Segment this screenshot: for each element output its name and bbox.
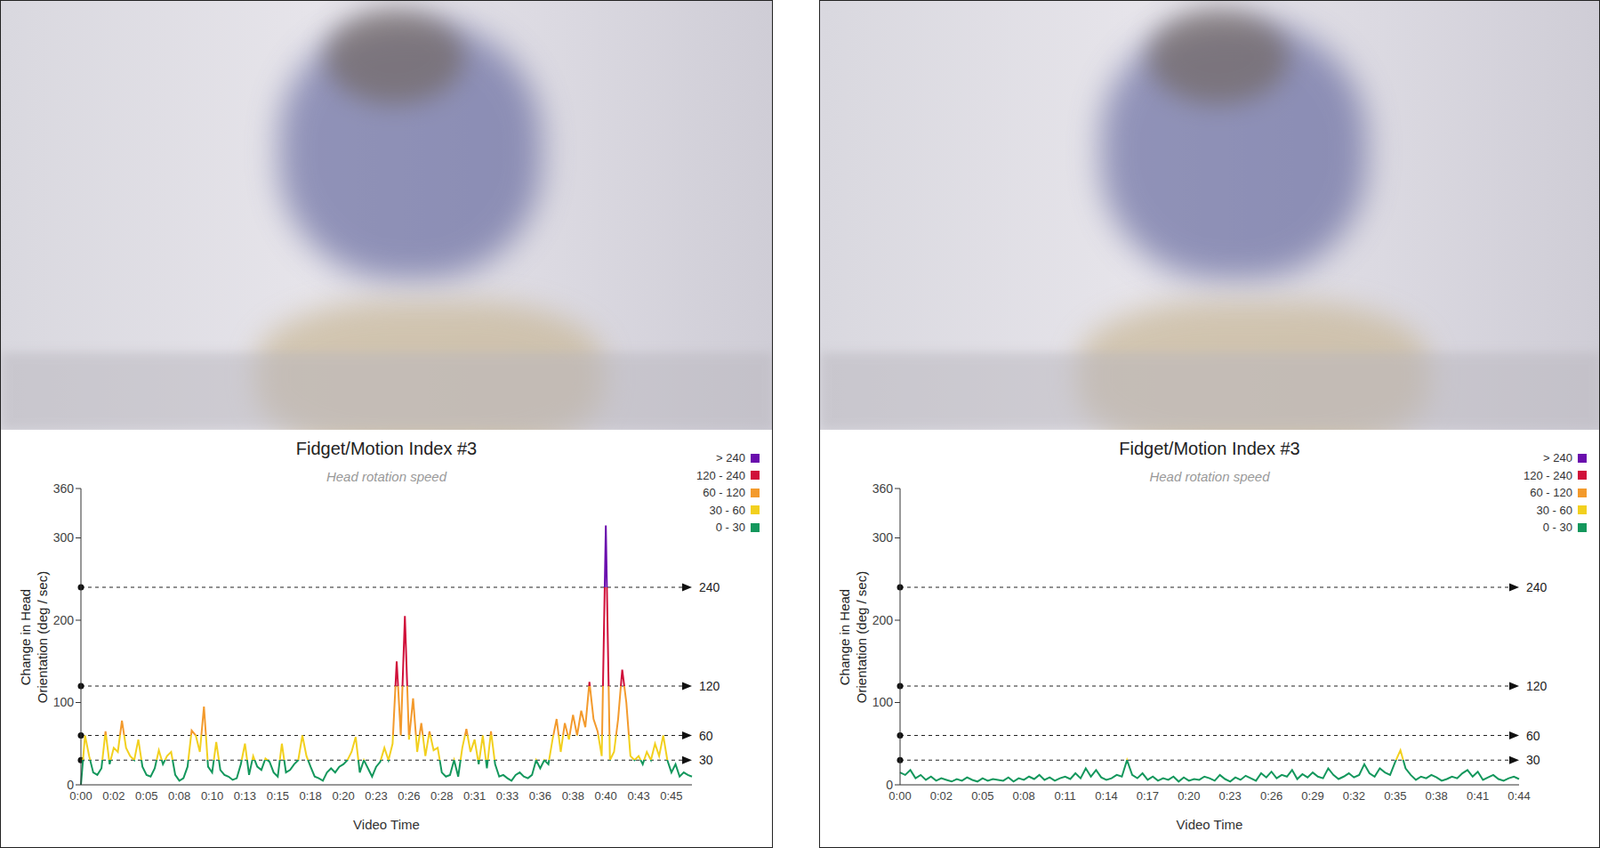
- svg-text:200: 200: [872, 612, 894, 628]
- svg-text:0:35: 0:35: [1383, 788, 1407, 803]
- html-text:> 240: > 240: [1543, 451, 1573, 465]
- svg-text:0:20: 0:20: [1177, 788, 1200, 803]
- svg-text:0:02: 0:02: [102, 788, 125, 803]
- html-text:Head rotation speed: Head rotation speed: [1149, 468, 1270, 484]
- html-text:Head rotation speed: Head rotation speed: [326, 468, 447, 484]
- svg-text:0: 0: [885, 777, 893, 792]
- svg-text:0:45: 0:45: [659, 788, 683, 803]
- svg-text:0:38: 0:38: [562, 788, 585, 803]
- svg-text:0:08: 0:08: [168, 788, 191, 803]
- svg-text:0:23: 0:23: [1219, 788, 1242, 803]
- svg-text:0:17: 0:17: [1136, 788, 1159, 803]
- svg-text:0:28: 0:28: [430, 788, 453, 803]
- svg-text:0:36: 0:36: [529, 788, 552, 803]
- svg-text:0:08: 0:08: [1013, 788, 1036, 803]
- svg-text:100: 100: [872, 694, 894, 709]
- svg-text:0:05: 0:05: [135, 788, 158, 803]
- svg-text:0:41: 0:41: [1466, 788, 1489, 803]
- svg-text:0:14: 0:14: [1094, 788, 1118, 803]
- svg-text:360: 360: [872, 481, 894, 496]
- svg-text:0:31: 0:31: [463, 788, 486, 803]
- svg-text:0:26: 0:26: [397, 788, 420, 803]
- svg-text:0:44: 0:44: [1507, 788, 1530, 803]
- svg-text:200: 200: [53, 612, 75, 628]
- svg-text:0:33: 0:33: [496, 788, 519, 803]
- svg-text:120: 120: [699, 678, 721, 693]
- svg-text:360: 360: [53, 481, 75, 496]
- svg-text:0:02: 0:02: [930, 788, 953, 803]
- html-text:Change in Head: Change in Head: [17, 588, 33, 685]
- svg-text:100: 100: [53, 694, 75, 709]
- svg-text:0:18: 0:18: [299, 788, 322, 803]
- svg-text:0:23: 0:23: [364, 788, 387, 803]
- svg-text:0:11: 0:11: [1053, 788, 1076, 803]
- html-text:Orientation (deg / sec): Orientation (deg / sec): [853, 570, 869, 703]
- html-text:Fidget/Motion Index #3: Fidget/Motion Index #3: [295, 438, 477, 459]
- html-text:60 - 120: 60 - 120: [1530, 485, 1573, 500]
- svg-text:0:00: 0:00: [888, 789, 912, 803]
- svg-text:60: 60: [699, 728, 714, 743]
- html-text:120 - 240: 120 - 240: [696, 468, 746, 482]
- html-text:0 - 30: 0 - 30: [1542, 520, 1573, 534]
- html-text:Change in Head: Change in Head: [836, 588, 853, 685]
- html-text:Orientation (deg / sec): Orientation (deg / sec): [34, 570, 50, 703]
- svg-text:Video Time: Video Time: [1176, 816, 1244, 832]
- svg-text:0:40: 0:40: [594, 788, 618, 803]
- svg-text:0:15: 0:15: [266, 788, 290, 803]
- svg-text:0:13: 0:13: [233, 788, 257, 803]
- svg-text:0:00: 0:00: [69, 789, 93, 803]
- html-text:> 240: > 240: [716, 451, 746, 465]
- svg-text:0:26: 0:26: [1260, 788, 1283, 803]
- svg-text:0:10: 0:10: [201, 788, 224, 803]
- html-text:0 - 30: 0 - 30: [715, 520, 746, 534]
- svg-text:0:20: 0:20: [331, 788, 354, 803]
- html-text:Fidget/Motion Index #3: Fidget/Motion Index #3: [1119, 438, 1301, 459]
- html-text:30 - 60: 30 - 60: [1536, 503, 1573, 517]
- svg-text:0:38: 0:38: [1425, 788, 1448, 803]
- html-text:120 - 240: 120 - 240: [1523, 468, 1573, 482]
- svg-text:0:05: 0:05: [971, 788, 994, 803]
- svg-text:120: 120: [1526, 678, 1548, 693]
- svg-text:240: 240: [1526, 579, 1548, 595]
- svg-text:30: 30: [699, 752, 714, 767]
- svg-text:240: 240: [699, 579, 721, 595]
- svg-text:0:29: 0:29: [1301, 788, 1324, 803]
- svg-text:30: 30: [1526, 752, 1541, 767]
- svg-text:0: 0: [66, 777, 74, 792]
- svg-text:Video Time: Video Time: [353, 816, 420, 832]
- svg-text:300: 300: [53, 530, 75, 545]
- svg-text:0:43: 0:43: [627, 788, 650, 803]
- svg-text:300: 300: [872, 530, 894, 545]
- html-text:60 - 120: 60 - 120: [702, 485, 746, 500]
- svg-text:60: 60: [1526, 728, 1541, 743]
- svg-text:0:32: 0:32: [1342, 788, 1366, 803]
- html-text:30 - 60: 30 - 60: [709, 503, 746, 517]
